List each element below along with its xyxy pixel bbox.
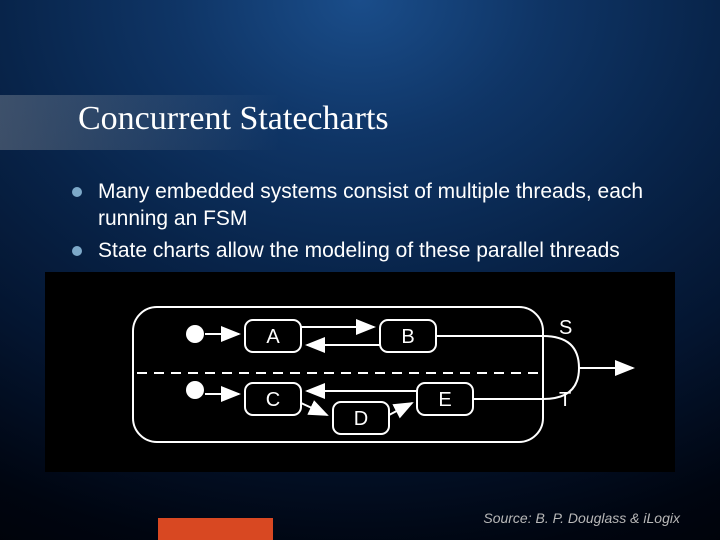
accent-block xyxy=(158,518,273,540)
statechart-diagram: ABCDEST xyxy=(45,272,675,472)
svg-text:E: E xyxy=(438,389,451,411)
bullet-icon xyxy=(72,246,82,256)
bullet-list: Many embedded systems consist of multipl… xyxy=(72,178,660,268)
bullet-text: Many embedded systems consist of multipl… xyxy=(98,178,660,233)
list-item: Many embedded systems consist of multipl… xyxy=(72,178,660,233)
statechart-svg: ABCDEST xyxy=(45,272,675,472)
bullet-text: State charts allow the modeling of these… xyxy=(98,237,620,264)
svg-text:C: C xyxy=(266,389,280,411)
svg-text:D: D xyxy=(354,408,368,430)
bullet-icon xyxy=(72,187,82,197)
source-credit: Source: B. P. Douglass & iLogix xyxy=(483,510,680,526)
list-item: State charts allow the modeling of these… xyxy=(72,237,660,264)
svg-text:B: B xyxy=(401,326,414,348)
svg-text:S: S xyxy=(559,317,572,339)
svg-text:A: A xyxy=(266,326,280,348)
slide-title: Concurrent Statecharts xyxy=(78,100,389,138)
